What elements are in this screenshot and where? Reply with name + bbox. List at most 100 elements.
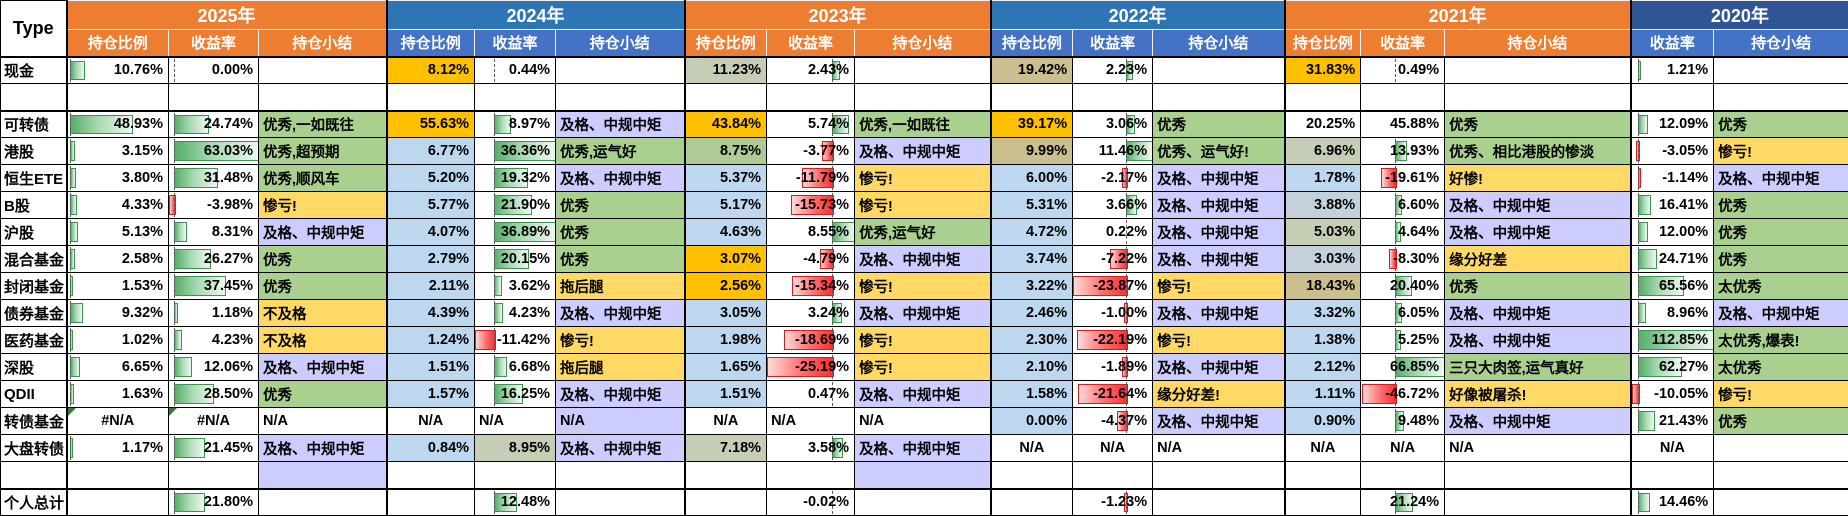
col-header-2021-return[interactable]: 收益率 bbox=[1361, 30, 1445, 57]
cell-convertible-bond-2023-summary[interactable]: 优秀,一如既往 bbox=[855, 111, 991, 138]
cell-sz-stock-2024-return[interactable]: 6.68% bbox=[475, 354, 556, 381]
cell-sh-stock-2024-ratio[interactable]: 4.07% bbox=[387, 219, 475, 246]
cell-hangseng-ete-2021-return[interactable]: -19.61% bbox=[1361, 165, 1445, 192]
cell-convertible-bond-2025-return[interactable]: 24.74% bbox=[169, 111, 259, 138]
cell-blank-1-2023-summary[interactable] bbox=[855, 84, 991, 111]
cell-hk-stock-2022-summary[interactable]: 优秀、运气好! bbox=[1153, 138, 1285, 165]
cell-cb-fund-2025-summary[interactable]: N/A bbox=[259, 408, 387, 435]
cell-sh-stock-2023-ratio[interactable]: 4.63% bbox=[685, 219, 767, 246]
cell-cash-2023-summary[interactable] bbox=[855, 57, 991, 84]
cell-sh-stock-2020-return[interactable]: 12.00% bbox=[1631, 219, 1714, 246]
cell-hk-stock-2020-return[interactable]: -3.05% bbox=[1631, 138, 1714, 165]
cell-bond-fund-2023-ratio[interactable]: 3.05% bbox=[685, 300, 767, 327]
cell-closed-fund-2023-summary[interactable]: 惨亏! bbox=[855, 273, 991, 300]
cell-sh-stock-2024-return[interactable]: 36.89% bbox=[475, 219, 556, 246]
cell-convertible-bond-2023-ratio[interactable]: 43.84% bbox=[685, 111, 767, 138]
cell-personal-total-2023-summary[interactable] bbox=[855, 489, 991, 516]
cell-sz-stock-2023-return[interactable]: -25.19% bbox=[767, 354, 855, 381]
cell-cb-fund-2023-return[interactable]: N/A bbox=[767, 408, 855, 435]
cell-large-cap-cb-2021-return[interactable]: N/A bbox=[1361, 435, 1445, 462]
year-header-2020[interactable]: 2020年 bbox=[1631, 1, 1848, 30]
cell-qdii-2021-return[interactable]: -46.72% bbox=[1361, 381, 1445, 408]
cell-convertible-bond-2020-summary[interactable]: 优秀 bbox=[1714, 111, 1848, 138]
cell-sz-stock-2023-ratio[interactable]: 1.65% bbox=[685, 354, 767, 381]
cell-convertible-bond-2023-return[interactable]: 5.74% bbox=[767, 111, 855, 138]
cell-hangseng-ete-2022-ratio[interactable]: 6.00% bbox=[991, 165, 1073, 192]
cell-cb-fund-2023-ratio[interactable]: N/A bbox=[685, 408, 767, 435]
cell-bond-fund-2021-return[interactable]: 6.05% bbox=[1361, 300, 1445, 327]
cell-personal-total-2024-summary[interactable] bbox=[556, 489, 685, 516]
cell-hangseng-ete-2024-return[interactable]: 19.32% bbox=[475, 165, 556, 192]
row-label-blank-1[interactable] bbox=[1, 84, 67, 111]
cell-blank-2-2023-return[interactable] bbox=[767, 462, 855, 489]
cell-b-share-2022-ratio[interactable]: 5.31% bbox=[991, 192, 1073, 219]
cell-qdii-2025-summary[interactable]: 优秀 bbox=[259, 381, 387, 408]
cell-bond-fund-2024-summary[interactable]: 及格、中规中矩 bbox=[556, 300, 685, 327]
cell-blank-1-2023-ratio[interactable] bbox=[685, 84, 767, 111]
cell-qdii-2024-summary[interactable]: 及格、中规中矩 bbox=[556, 381, 685, 408]
cell-b-share-2021-ratio[interactable]: 3.88% bbox=[1285, 192, 1361, 219]
cell-cb-fund-2025-return[interactable]: #N/A bbox=[169, 408, 259, 435]
cell-personal-total-2025-ratio[interactable] bbox=[67, 489, 169, 516]
cell-hk-stock-2021-summary[interactable]: 优秀、相比港股的惨淡 bbox=[1445, 138, 1631, 165]
cell-pharma-fund-2024-ratio[interactable]: 1.24% bbox=[387, 327, 475, 354]
cell-blank-1-2025-summary[interactable] bbox=[259, 84, 387, 111]
cell-closed-fund-2021-ratio[interactable]: 18.43% bbox=[1285, 273, 1361, 300]
cell-cb-fund-2021-return[interactable]: 9.48% bbox=[1361, 408, 1445, 435]
cell-sz-stock-2025-return[interactable]: 12.06% bbox=[169, 354, 259, 381]
cell-sz-stock-2024-summary[interactable]: 拖后腿 bbox=[556, 354, 685, 381]
col-header-2020-summary[interactable]: 持仓小结 bbox=[1714, 30, 1848, 57]
cell-sz-stock-2020-return[interactable]: 62.27% bbox=[1631, 354, 1714, 381]
cell-cash-2022-summary[interactable] bbox=[1153, 57, 1285, 84]
cell-cash-2024-summary[interactable] bbox=[556, 57, 685, 84]
cell-hangseng-ete-2021-summary[interactable]: 好惨! bbox=[1445, 165, 1631, 192]
cell-bond-fund-2023-return[interactable]: 3.24% bbox=[767, 300, 855, 327]
cell-pharma-fund-2022-summary[interactable]: 惨亏! bbox=[1153, 327, 1285, 354]
cell-sh-stock-2020-summary[interactable]: 优秀 bbox=[1714, 219, 1848, 246]
cell-convertible-bond-2022-return[interactable]: 3.06% bbox=[1073, 111, 1153, 138]
cell-bond-fund-2020-summary[interactable]: 及格、中规中矩 bbox=[1714, 300, 1848, 327]
cell-sz-stock-2021-return[interactable]: 66.85% bbox=[1361, 354, 1445, 381]
type-header-cell[interactable]: Type bbox=[1, 1, 67, 57]
cell-b-share-2024-summary[interactable]: 优秀 bbox=[556, 192, 685, 219]
cell-qdii-2022-ratio[interactable]: 1.58% bbox=[991, 381, 1073, 408]
cell-bond-fund-2023-summary[interactable]: 及格、中规中矩 bbox=[855, 300, 991, 327]
col-header-2024-summary[interactable]: 持仓小结 bbox=[556, 30, 685, 57]
cell-qdii-2024-ratio[interactable]: 1.57% bbox=[387, 381, 475, 408]
cell-pharma-fund-2025-return[interactable]: 4.23% bbox=[169, 327, 259, 354]
cell-convertible-bond-2021-return[interactable]: 45.88% bbox=[1361, 111, 1445, 138]
cell-closed-fund-2023-return[interactable]: -15.34% bbox=[767, 273, 855, 300]
cell-convertible-bond-2024-ratio[interactable]: 55.63% bbox=[387, 111, 475, 138]
cell-b-share-2025-summary[interactable]: 惨亏! bbox=[259, 192, 387, 219]
col-header-2022-ratio[interactable]: 持仓比例 bbox=[991, 30, 1073, 57]
row-label-bond-fund[interactable]: 债券基金 bbox=[1, 300, 67, 327]
col-header-2021-summary[interactable]: 持仓小结 bbox=[1445, 30, 1631, 57]
cell-blank-1-2024-summary[interactable] bbox=[556, 84, 685, 111]
cell-hangseng-ete-2023-summary[interactable]: 惨亏! bbox=[855, 165, 991, 192]
cell-blank-2-2025-summary[interactable] bbox=[259, 462, 387, 489]
cell-hk-stock-2022-return[interactable]: 11.46% bbox=[1073, 138, 1153, 165]
cell-blank-2-2024-summary[interactable] bbox=[556, 462, 685, 489]
year-header-2025[interactable]: 2025年 bbox=[67, 1, 387, 30]
cell-closed-fund-2020-summary[interactable]: 太优秀 bbox=[1714, 273, 1848, 300]
cell-hk-stock-2020-summary[interactable]: 惨亏! bbox=[1714, 138, 1848, 165]
cell-sh-stock-2021-return[interactable]: 4.64% bbox=[1361, 219, 1445, 246]
cell-sh-stock-2024-summary[interactable]: 优秀 bbox=[556, 219, 685, 246]
cell-mixed-fund-2023-ratio[interactable]: 3.07% bbox=[685, 246, 767, 273]
cell-cb-fund-2020-return[interactable]: 21.43% bbox=[1631, 408, 1714, 435]
cell-sz-stock-2024-ratio[interactable]: 1.51% bbox=[387, 354, 475, 381]
cell-qdii-2021-ratio[interactable]: 1.11% bbox=[1285, 381, 1361, 408]
col-header-2024-ratio[interactable]: 持仓比例 bbox=[387, 30, 475, 57]
cell-qdii-2025-ratio[interactable]: 1.63% bbox=[67, 381, 169, 408]
cell-pharma-fund-2023-return[interactable]: -18.69% bbox=[767, 327, 855, 354]
cell-mixed-fund-2023-summary[interactable]: 及格、中规中矩 bbox=[855, 246, 991, 273]
cell-personal-total-2025-summary[interactable] bbox=[259, 489, 387, 516]
col-header-2020-return[interactable]: 收益率 bbox=[1631, 30, 1714, 57]
cell-convertible-bond-2025-ratio[interactable]: 48.93% bbox=[67, 111, 169, 138]
cell-cash-2021-ratio[interactable]: 31.83% bbox=[1285, 57, 1361, 84]
cell-bond-fund-2022-return[interactable]: -1.00% bbox=[1073, 300, 1153, 327]
cell-cb-fund-2024-ratio[interactable]: N/A bbox=[387, 408, 475, 435]
cell-cash-2022-ratio[interactable]: 19.42% bbox=[991, 57, 1073, 84]
cell-closed-fund-2025-ratio[interactable]: 1.53% bbox=[67, 273, 169, 300]
cell-personal-total-2024-ratio[interactable] bbox=[387, 489, 475, 516]
